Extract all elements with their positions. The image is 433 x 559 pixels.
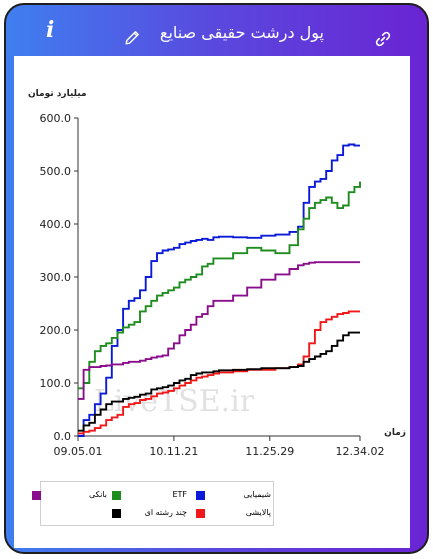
chart-legend: شیمیایی ETF بانکی پالایشی چند رشته ای: [32, 481, 274, 526]
legend-label: چند رشته ای: [144, 508, 187, 517]
pencil-icon[interactable]: [124, 30, 140, 46]
y-tick-label: 500.0: [40, 165, 72, 178]
card-header: i پول درشت حقیقی صنایع: [6, 5, 427, 59]
series-line-2: [78, 261, 360, 400]
legend-swatch: [196, 509, 205, 518]
x-tick-label: 09.05.01: [54, 445, 103, 458]
card-title: پول درشت حقیقی صنایع: [159, 23, 324, 42]
y-tick-label: 600.0: [40, 112, 72, 125]
chart-card: i پول درشت حقیقی صنایع LiveTSE.ir 600.0 5…: [4, 3, 429, 554]
chart-panel: LiveTSE.ir 600.0 500.0 400.0 300.0 200.0 100.…: [14, 56, 410, 548]
y-tick-label: 100.0: [40, 377, 72, 390]
legend-swatch: [32, 491, 41, 500]
legend-item[interactable]: ETF: [109, 489, 187, 503]
y-tick-label: 300.0: [40, 271, 72, 284]
legend-swatch: [196, 491, 205, 500]
x-tick-label: 10.11.21: [149, 445, 198, 458]
x-axis-label: زمان: [384, 428, 406, 438]
title-wrap: پول درشت حقیقی صنایع: [124, 21, 324, 45]
legend-swatch: [112, 509, 121, 518]
legend-label: بانکی: [89, 490, 107, 499]
y-axis-label: میلیارد تومان: [28, 89, 87, 99]
line-chart: LiveTSE.ir 600.0500.0400.0300.0200.0100.…: [28, 89, 406, 458]
legend-item[interactable]: چند رشته ای: [109, 507, 187, 521]
legend-label: شیمیایی: [243, 490, 272, 499]
series-line-4: [78, 331, 360, 432]
series-line-1: [78, 181, 361, 390]
series-line-3: [78, 310, 360, 435]
legend-label: پالایشی: [245, 508, 271, 517]
legend-label: ETF: [172, 490, 187, 499]
link-icon[interactable]: [374, 30, 392, 48]
legend-swatch: [112, 491, 121, 500]
legend-item[interactable]: پالایشی: [193, 507, 271, 521]
info-icon[interactable]: i: [46, 17, 55, 43]
legend-item[interactable]: شیمیایی: [193, 489, 271, 503]
legend-item[interactable]: بانکی: [29, 489, 107, 503]
x-tick-label: 11.25.29: [245, 445, 294, 458]
x-tick-label: 12.34.02: [336, 445, 385, 458]
y-tick-label: 400.0: [40, 218, 72, 231]
y-tick-label: 200.0: [40, 324, 72, 337]
y-tick-label: 0.0: [54, 430, 72, 443]
